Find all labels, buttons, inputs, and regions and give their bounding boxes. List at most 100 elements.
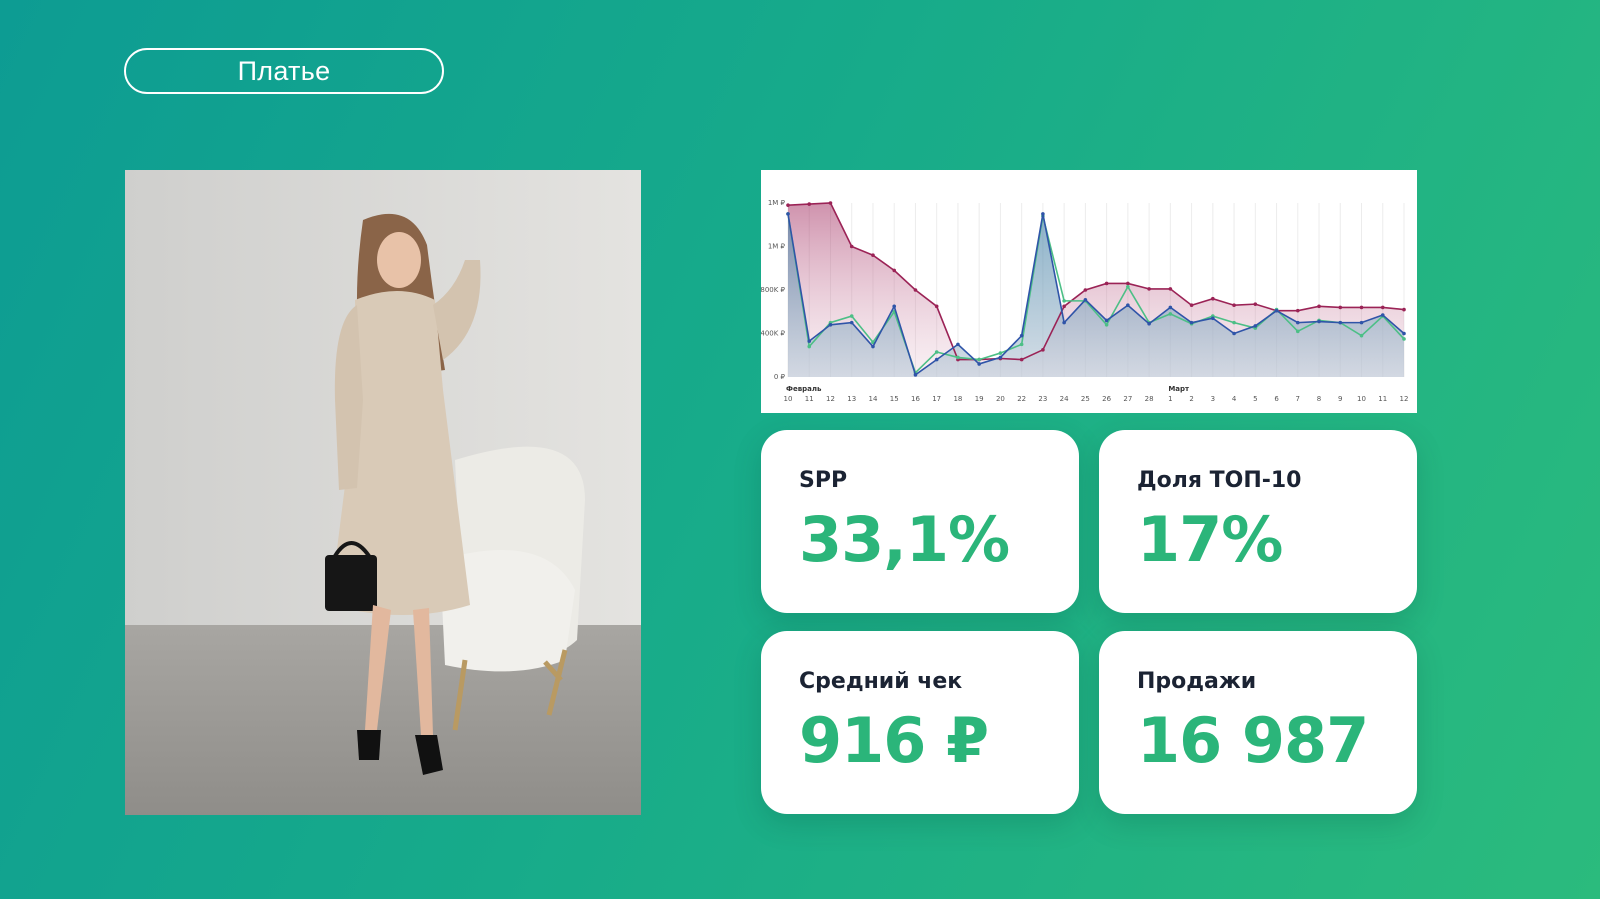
data-point	[1295, 329, 1300, 334]
average-check-value: 916 ₽	[799, 704, 989, 777]
data-point	[807, 339, 812, 343]
x-tick-label: 16	[911, 395, 920, 403]
data-point	[871, 344, 875, 349]
data-point	[1274, 308, 1279, 313]
category-label: Платье	[237, 55, 331, 86]
x-tick-label: 23	[1038, 395, 1047, 403]
data-point	[807, 202, 812, 206]
data-point	[1126, 303, 1130, 308]
category-pill[interactable]: Платье	[124, 48, 444, 94]
data-point	[892, 268, 897, 273]
data-point	[977, 357, 981, 362]
x-tick-label: 8	[1317, 395, 1321, 403]
data-point	[1338, 305, 1343, 310]
series-line-red	[787, 202, 1405, 361]
data-point	[1062, 299, 1066, 303]
series-area-blue	[788, 213, 1404, 377]
sales-label: Продажи	[1137, 669, 1257, 694]
data-point	[786, 203, 790, 207]
data-point	[1168, 312, 1173, 316]
y-tick-label: 800K ₽	[761, 286, 786, 294]
x-tick-label: 12	[1400, 395, 1409, 403]
x-tick-label: 11	[805, 395, 814, 403]
x-tick-label: 22	[1017, 395, 1026, 403]
data-point	[1402, 337, 1406, 341]
average-check-label: Средний чек	[799, 669, 963, 694]
top10-share-card: Доля ТОП-10 17%	[1099, 430, 1417, 613]
x-tick-label: 11	[1378, 395, 1387, 403]
x-tick-label: 19	[975, 395, 984, 403]
data-point	[1253, 324, 1258, 328]
x-tick-label: 25	[1081, 395, 1090, 403]
data-point	[1041, 348, 1045, 352]
product-photo-illustration	[125, 170, 641, 815]
data-point	[934, 350, 939, 354]
month-label: Февраль	[786, 385, 822, 393]
data-point	[1338, 320, 1343, 325]
x-tick-label: 27	[1123, 395, 1132, 403]
data-point	[1295, 308, 1300, 313]
x-tick-label: 18	[953, 395, 962, 403]
product-photo	[125, 170, 641, 815]
series-line-green	[787, 213, 1405, 375]
data-point	[871, 253, 875, 257]
data-point	[849, 314, 854, 318]
x-tick-label: 14	[869, 395, 878, 403]
x-tick-label: 26	[1102, 395, 1111, 403]
x-tick-label: 13	[847, 395, 856, 403]
data-point	[998, 351, 1003, 355]
data-point	[1359, 333, 1364, 338]
data-point	[977, 362, 981, 366]
data-point	[1359, 320, 1364, 325]
sales-card: Продажи 16 987	[1099, 631, 1417, 814]
y-tick-label: 1M ₽	[768, 199, 786, 207]
data-point	[1253, 302, 1258, 306]
top10-share-value: 17%	[1137, 503, 1283, 576]
data-point	[871, 340, 875, 344]
data-point	[1232, 303, 1236, 308]
x-tick-label: 24	[1060, 395, 1069, 403]
data-point	[1126, 284, 1130, 289]
data-point	[807, 344, 812, 349]
month-label: Март	[1168, 385, 1190, 393]
data-point	[1317, 319, 1321, 324]
data-point	[913, 288, 918, 292]
y-tick-label: 1M ₽	[768, 243, 786, 251]
spp-label: SPP	[799, 468, 848, 493]
data-point	[1019, 357, 1024, 362]
series-line-blue	[787, 213, 1405, 377]
x-tick-label: 4	[1232, 395, 1237, 403]
x-tick-label: 28	[1145, 395, 1154, 403]
x-tick-label: 2	[1189, 395, 1193, 403]
spp-value: 33,1%	[799, 503, 1010, 576]
data-point	[1402, 307, 1406, 312]
data-point	[786, 212, 790, 216]
data-point	[1380, 305, 1385, 310]
x-tick-label: 1	[1168, 395, 1172, 403]
sales-chart: 0 ₽400K ₽800K ₽1M ₽1M ₽10 11 12 13 14 15 16 17 1…	[761, 170, 1417, 413]
data-point	[1211, 316, 1215, 321]
x-tick-label: 5	[1253, 395, 1257, 403]
data-point	[1232, 320, 1236, 325]
top10-share-label: Доля ТОП-10	[1137, 468, 1302, 493]
data-point	[1168, 287, 1173, 291]
data-point	[1104, 281, 1109, 286]
data-point	[1402, 331, 1406, 336]
x-tick-label: 20	[996, 395, 1005, 403]
x-tick-label: 15	[890, 395, 899, 403]
x-tick-label: 7	[1296, 395, 1300, 403]
data-point	[934, 357, 939, 362]
data-point	[1062, 320, 1066, 325]
x-tick-label: 9	[1338, 395, 1342, 403]
data-point	[1147, 287, 1151, 291]
data-point	[849, 320, 854, 325]
sales-chart-svg: 0 ₽400K ₽800K ₽1M ₽1M ₽10 11 12 13 14 15 16 17 1…	[761, 199, 1409, 403]
data-point	[1295, 320, 1300, 325]
data-point	[934, 304, 939, 309]
data-point	[1189, 303, 1194, 308]
x-tick-label: 10	[784, 395, 793, 403]
sales-value: 16 987	[1137, 704, 1369, 777]
data-point	[1041, 212, 1045, 216]
data-point	[1019, 333, 1024, 338]
data-point	[828, 201, 833, 205]
